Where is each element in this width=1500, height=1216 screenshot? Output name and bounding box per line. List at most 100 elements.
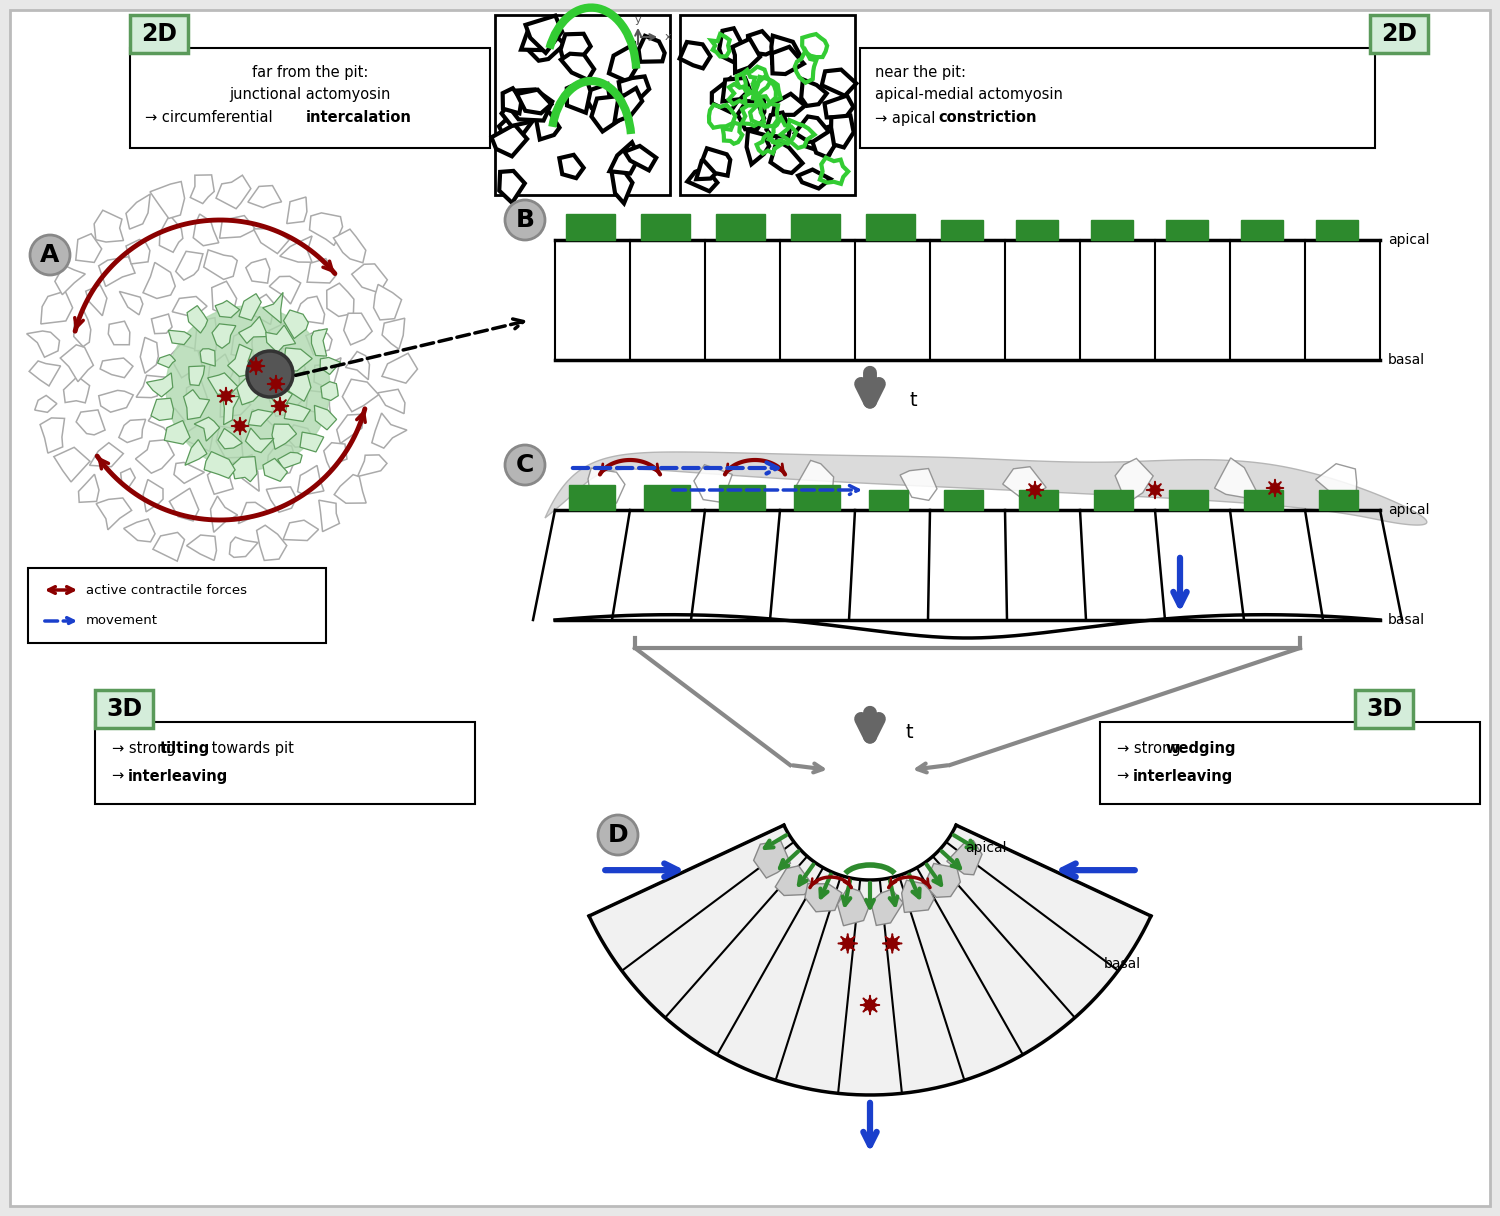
Polygon shape (211, 323, 236, 348)
Polygon shape (76, 410, 105, 435)
Polygon shape (771, 140, 802, 173)
Bar (1354, 689, 1413, 728)
Polygon shape (357, 455, 387, 477)
Polygon shape (766, 113, 789, 136)
Text: wedging: wedging (1166, 741, 1236, 755)
Polygon shape (776, 866, 813, 895)
Bar (717, 214, 765, 240)
Polygon shape (184, 439, 207, 466)
Bar (642, 214, 690, 240)
Polygon shape (1316, 463, 1356, 497)
Bar (680, 15, 855, 195)
Polygon shape (254, 359, 280, 383)
Text: t: t (904, 724, 912, 743)
Polygon shape (86, 285, 106, 316)
Polygon shape (806, 884, 842, 912)
Text: 3D: 3D (1366, 697, 1402, 721)
Polygon shape (680, 43, 711, 68)
Bar (130, 47, 490, 148)
Polygon shape (309, 213, 342, 246)
Polygon shape (746, 100, 765, 125)
Polygon shape (186, 535, 216, 561)
Bar (1317, 220, 1358, 240)
Polygon shape (209, 354, 232, 390)
Bar (867, 214, 915, 240)
Polygon shape (795, 117, 830, 142)
Bar (1370, 15, 1428, 54)
Polygon shape (306, 390, 332, 423)
Polygon shape (188, 305, 207, 333)
Polygon shape (382, 353, 417, 383)
Polygon shape (284, 520, 318, 541)
Bar (859, 47, 1376, 148)
Polygon shape (282, 348, 306, 381)
Polygon shape (288, 371, 310, 401)
Bar (130, 15, 188, 54)
Polygon shape (266, 325, 296, 353)
Polygon shape (560, 154, 584, 178)
Polygon shape (306, 330, 332, 355)
Polygon shape (40, 291, 72, 323)
Text: interleaving: interleaving (128, 769, 228, 783)
Polygon shape (612, 171, 633, 203)
Polygon shape (321, 382, 338, 400)
Text: → apical: → apical (874, 111, 940, 125)
Bar (567, 214, 615, 240)
Polygon shape (500, 171, 525, 203)
Bar (792, 214, 840, 240)
Polygon shape (147, 373, 172, 396)
Polygon shape (810, 125, 838, 157)
Polygon shape (216, 427, 243, 458)
Text: far from the pit:: far from the pit: (252, 66, 368, 80)
Polygon shape (831, 116, 854, 147)
Polygon shape (308, 259, 336, 283)
Polygon shape (492, 124, 526, 157)
Polygon shape (591, 96, 632, 131)
Polygon shape (314, 358, 340, 388)
Polygon shape (712, 79, 738, 112)
Polygon shape (588, 468, 626, 503)
Polygon shape (152, 314, 172, 333)
Polygon shape (189, 366, 204, 385)
Polygon shape (262, 458, 288, 482)
Polygon shape (172, 297, 207, 317)
Polygon shape (501, 95, 537, 126)
Polygon shape (100, 358, 134, 378)
Polygon shape (270, 276, 300, 304)
Text: → strong: → strong (112, 741, 180, 755)
Text: → strong: → strong (1118, 741, 1185, 755)
Polygon shape (525, 16, 562, 52)
Polygon shape (141, 337, 159, 373)
Polygon shape (315, 405, 336, 430)
Polygon shape (99, 257, 135, 287)
Polygon shape (27, 331, 60, 358)
Polygon shape (500, 106, 534, 140)
Bar (1318, 490, 1358, 510)
Text: basal: basal (1388, 613, 1425, 627)
Polygon shape (561, 34, 591, 62)
Polygon shape (232, 456, 256, 482)
Polygon shape (609, 142, 639, 174)
Text: towards pit: towards pit (207, 741, 294, 755)
Polygon shape (900, 468, 938, 500)
Bar (1019, 490, 1058, 510)
Polygon shape (822, 69, 856, 96)
Polygon shape (520, 24, 550, 50)
Polygon shape (126, 195, 150, 229)
Polygon shape (158, 355, 176, 367)
Polygon shape (60, 345, 93, 382)
Polygon shape (168, 331, 190, 344)
Text: basal: basal (1104, 957, 1140, 970)
Circle shape (30, 235, 70, 275)
Text: apical: apical (1388, 233, 1429, 247)
Polygon shape (228, 344, 252, 377)
Polygon shape (806, 129, 838, 154)
Text: 3D: 3D (106, 697, 142, 721)
Polygon shape (178, 420, 213, 451)
Polygon shape (312, 328, 327, 356)
Circle shape (506, 445, 544, 485)
Text: t: t (910, 390, 918, 410)
Polygon shape (183, 389, 210, 420)
Polygon shape (694, 465, 732, 502)
Polygon shape (170, 488, 200, 520)
